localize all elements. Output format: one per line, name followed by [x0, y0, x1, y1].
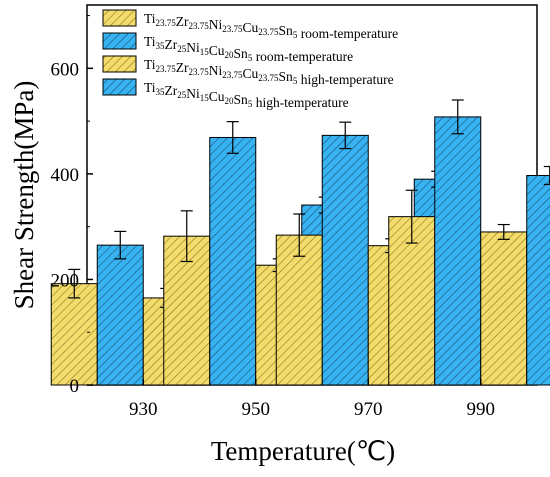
- x-tick-label: 930: [129, 399, 158, 420]
- legend-swatch: [102, 9, 137, 27]
- legend-label: Ti35Zr25Ni15Cu20Sn5 room-temperature: [144, 34, 353, 64]
- legend: Ti23.75Zr23.75Ni23.75Cu23.75Sn5 room-tem…: [102, 9, 398, 110]
- x-tick-label: 950: [242, 399, 271, 420]
- bar-990-series-1: [388, 216, 436, 386]
- bar-990-series-3: [480, 231, 528, 386]
- bar-990-series-4: [526, 174, 550, 386]
- legend-label: Ti35Zr25Ni15Cu20Sn5 high-temperature: [144, 80, 349, 110]
- bar-970-series-2: [321, 134, 369, 386]
- bar-950-series-2: [209, 136, 257, 386]
- legend-swatch: [102, 32, 137, 50]
- bar-930-series-2: [96, 244, 144, 386]
- y-tick-label: 600: [51, 59, 80, 80]
- legend-label: Ti23.75Zr23.75Ni23.75Cu23.75Sn5 high-tem…: [144, 57, 394, 87]
- legend-label: Ti23.75Zr23.75Ni23.75Cu23.75Sn5 room-tem…: [144, 11, 398, 41]
- legend-swatch: [102, 78, 137, 96]
- bar-970-series-1: [275, 234, 323, 386]
- y-tick-label: 200: [51, 270, 80, 291]
- y-tick-label: 0: [70, 376, 80, 397]
- bar-930-series-1: [50, 283, 98, 386]
- x-tick-label: 990: [467, 399, 496, 420]
- x-axis: 930 950 970 990: [129, 379, 495, 420]
- x-axis-title: Temperature(℃): [211, 436, 395, 466]
- bar-990-series-2: [434, 116, 482, 386]
- y-axis-title: Shear Strength(MPa): [9, 81, 39, 310]
- legend-swatch: [102, 55, 137, 73]
- bars-layer: [50, 99, 550, 386]
- y-axis: 0 200 400 600: [51, 15, 93, 397]
- x-tick-label: 970: [354, 399, 383, 420]
- y-tick-label: 400: [51, 165, 80, 186]
